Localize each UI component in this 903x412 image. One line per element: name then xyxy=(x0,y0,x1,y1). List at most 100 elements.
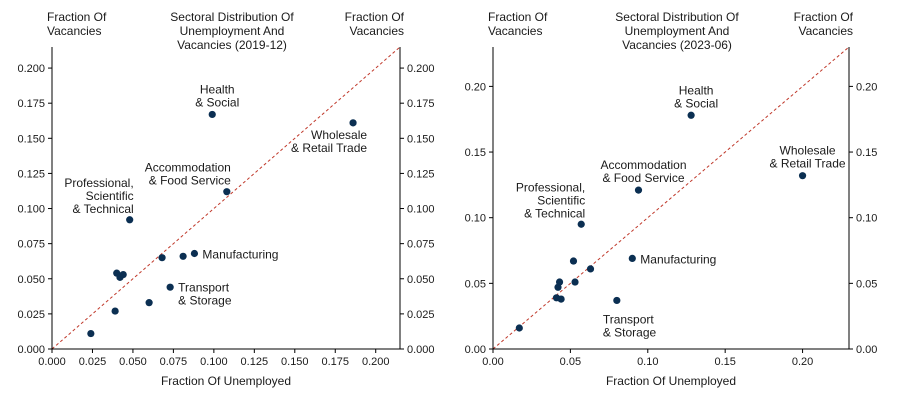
point-annotation-line: Health xyxy=(200,82,235,96)
left-y-tick-label: 0.050 xyxy=(17,274,45,286)
point-annotation-line: Health xyxy=(679,83,714,97)
point-annotation-line: & Social xyxy=(674,96,718,110)
point-annotation: Health & Social xyxy=(674,83,718,110)
chart-title-line: Sectoral Distribution Of xyxy=(615,10,739,24)
x-tick-label: 0.050 xyxy=(119,356,147,368)
point-annotation: Manufacturing xyxy=(202,247,278,261)
chart-title: Sectoral Distribution Of Unemployment And… xyxy=(170,10,294,52)
point-annotation-line: & Social xyxy=(195,95,239,109)
point-annotation-line: & Food Service xyxy=(602,171,684,185)
point-annotation-line: & Retail Trade xyxy=(770,157,846,171)
right-y-axis-title: Fraction Of Vacancies xyxy=(345,10,405,38)
x-axis-title: Fraction Of Unemployed xyxy=(606,374,736,388)
scatter-point xyxy=(119,270,127,279)
point-annotation-line: Wholesale xyxy=(311,128,367,142)
scatter-point xyxy=(515,324,523,332)
left-y-axis-title-line: Fraction Of xyxy=(488,10,548,24)
left-y-axis-title: Fraction Of Vacancies xyxy=(47,10,107,38)
scatter-point xyxy=(577,220,585,228)
scatter-point xyxy=(223,188,231,196)
right-y-tick-label: 0.050 xyxy=(407,274,435,286)
scatter-point xyxy=(628,254,636,262)
scatter-point xyxy=(111,307,119,315)
point-annotation-line: Accommodation xyxy=(145,161,231,175)
point-annotation-line: & Food Service xyxy=(149,174,231,188)
left-y-tick-label: 0.200 xyxy=(17,63,45,75)
x-tick-label: 0.200 xyxy=(362,356,390,368)
point-annotation: Manufacturing xyxy=(640,252,716,266)
point-annotation-line: Wholesale xyxy=(780,144,836,158)
chart-title-line: Sectoral Distribution Of xyxy=(170,10,294,24)
point-annotation-line: & Storage xyxy=(178,294,232,308)
right-y-axis-title-line: Fraction Of xyxy=(794,10,854,24)
point-annotation-line: Transport xyxy=(178,281,230,295)
left-y-tick-label: 0.025 xyxy=(17,309,45,321)
scatter-point xyxy=(798,172,807,180)
right-y-tick-label: 0.15 xyxy=(856,147,877,159)
point-annotation-line: Professional, xyxy=(516,180,585,194)
scatter-panel-1: 0.000 0.025 0.050 0.075 0.100 0.125 0.150 0.175… xyxy=(17,10,434,388)
point-annotation-line: Scientific xyxy=(86,189,134,203)
scatter-point xyxy=(190,249,199,258)
left-y-axis-title-line: Vacancies xyxy=(47,24,101,38)
x-tick-label: 0.175 xyxy=(321,356,349,368)
scatter-point xyxy=(613,296,621,305)
chart-title-line: Vacancies (2019-12) xyxy=(177,38,287,52)
right-y-tick-label: 0.075 xyxy=(407,239,435,251)
left-y-tick-label: 0.125 xyxy=(17,168,45,180)
x-tick-label: 0.150 xyxy=(281,356,309,368)
chart-title-line: Unemployment And xyxy=(180,24,285,38)
right-y-tick-label: 0.100 xyxy=(407,204,435,216)
right-y-tick-label: 0.00 xyxy=(856,344,877,356)
x-tick-label: 0.075 xyxy=(160,356,188,368)
scatter-point xyxy=(557,295,565,303)
right-y-tick-label: 0.025 xyxy=(407,309,435,321)
x-tick-label: 0.20 xyxy=(792,356,813,368)
point-annotation-line: & Storage xyxy=(603,325,657,339)
right-y-axis-title-line: Vacancies xyxy=(350,24,404,38)
point-annotation: Accommodation & Food Service xyxy=(600,158,686,185)
point-annotation-line: & Technical xyxy=(524,206,585,220)
scatter-point xyxy=(687,111,695,119)
x-tick-label: 0.125 xyxy=(241,356,269,368)
right-y-tick-label: 0.000 xyxy=(407,344,435,356)
point-annotation: Transport & Storage xyxy=(178,281,232,308)
x-tick-label: 0.00 xyxy=(482,356,503,368)
x-axis-title: Fraction Of Unemployed xyxy=(161,374,291,388)
point-annotation: Health & Social xyxy=(195,82,239,109)
scatter-point xyxy=(586,265,595,273)
left-y-tick-label: 0.20 xyxy=(465,81,486,93)
chart-title-line: Vacancies (2023-06) xyxy=(622,38,732,52)
scatter-point xyxy=(208,110,216,119)
right-y-tick-label: 0.150 xyxy=(407,133,435,145)
point-annotation-line: Scientific xyxy=(537,193,585,207)
point-annotation: Wholesale & Retail Trade xyxy=(291,128,367,155)
right-y-tick-label: 0.10 xyxy=(856,213,877,225)
point-annotation: Accommodation & Food Service xyxy=(145,161,231,188)
scatter-panel-2: 0.00 0.05 0.10 0.15 0.200.00 0.000.05 0.050.10… xyxy=(465,10,878,388)
x-tick-label: 0.025 xyxy=(79,356,107,368)
right-y-axis-title-line: Vacancies xyxy=(799,24,853,38)
point-annotation-line: Professional, xyxy=(64,176,133,190)
diagonal-line xyxy=(492,46,850,350)
left-y-tick-label: 0.100 xyxy=(17,204,45,216)
left-y-tick-label: 0.175 xyxy=(17,98,45,110)
left-y-tick-label: 0.15 xyxy=(465,147,486,159)
x-tick-label: 0.15 xyxy=(714,356,735,368)
x-tick-label: 0.05 xyxy=(560,356,581,368)
point-annotation-line: & Retail Trade xyxy=(291,141,367,155)
x-tick-label: 0.10 xyxy=(637,356,658,368)
scatter-point xyxy=(349,119,357,127)
scatter-point xyxy=(145,299,153,307)
scatter-point xyxy=(569,257,578,265)
chart-title-line: Unemployment And xyxy=(625,24,730,38)
right-y-tick-label: 0.20 xyxy=(856,81,877,93)
left-y-tick-label: 0.10 xyxy=(465,213,486,225)
point-annotation: Professional, Scientific & Technical xyxy=(516,180,585,220)
right-y-axis-title: Fraction Of Vacancies xyxy=(794,10,854,38)
left-y-tick-label: 0.150 xyxy=(17,133,45,145)
point-annotation-line: Manufacturing xyxy=(640,252,716,266)
x-tick-label: 0.000 xyxy=(38,356,66,368)
point-annotation-line: Manufacturing xyxy=(202,247,278,261)
